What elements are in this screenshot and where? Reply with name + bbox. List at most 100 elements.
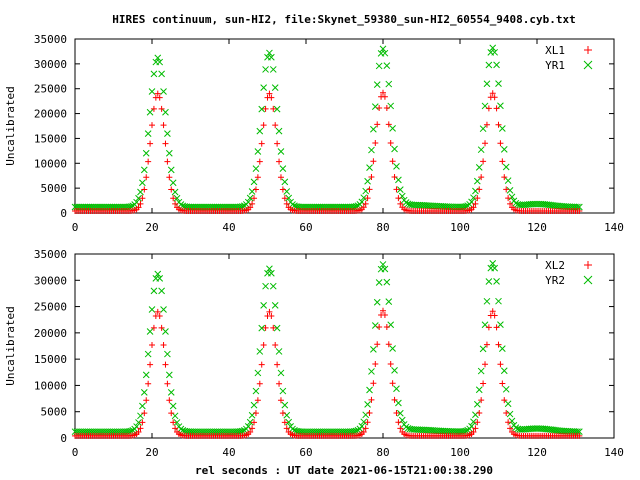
data-point	[479, 345, 487, 353]
data-point	[372, 140, 379, 147]
data-point	[139, 195, 146, 202]
data-point	[279, 186, 286, 193]
data-point	[267, 53, 275, 61]
y-tick-label: 15000	[34, 132, 67, 145]
data-point	[277, 397, 284, 404]
data-point	[371, 322, 379, 329]
data-point	[256, 380, 263, 387]
data-point	[391, 396, 398, 403]
data-point	[379, 261, 387, 268]
legend-label: YR2	[545, 274, 565, 287]
data-point	[168, 410, 175, 417]
y-tick-label: 20000	[34, 327, 67, 340]
data-point	[387, 140, 394, 147]
data-point	[276, 158, 283, 165]
data-point	[397, 425, 404, 432]
data-point	[491, 312, 498, 319]
data-point	[374, 121, 381, 128]
data-point	[503, 186, 510, 193]
data-point	[147, 140, 154, 147]
data-point	[172, 200, 179, 207]
data-point	[495, 121, 502, 128]
data-point	[256, 127, 264, 135]
y-tick-label: 5000	[41, 182, 68, 195]
data-point	[144, 350, 152, 358]
data-point	[277, 369, 285, 377]
data-point	[500, 367, 508, 375]
data-point	[273, 324, 281, 332]
x-tick-label: 120	[527, 221, 547, 234]
data-point	[389, 345, 396, 352]
data-point	[144, 130, 152, 137]
data-point	[493, 278, 500, 285]
data-point	[508, 417, 516, 425]
data-point	[393, 163, 400, 170]
data-point	[483, 341, 490, 348]
data-point	[156, 94, 163, 101]
data-point	[164, 130, 171, 137]
data-point	[256, 158, 263, 165]
legend-label: XL1	[545, 44, 565, 57]
data-point	[164, 158, 171, 165]
data-point	[254, 397, 261, 404]
data-point	[254, 148, 262, 155]
data-point	[489, 44, 497, 52]
data-point	[493, 324, 500, 331]
data-point	[167, 166, 175, 174]
data-point	[166, 397, 173, 404]
data-point	[393, 186, 400, 193]
data-point	[285, 418, 293, 426]
data-point	[480, 158, 487, 165]
data-point	[473, 400, 481, 408]
data-point	[498, 345, 506, 352]
data-point	[489, 308, 496, 315]
data-point	[364, 195, 371, 202]
data-point	[472, 187, 479, 195]
x-tick-label: 60	[299, 221, 312, 234]
data-point	[362, 425, 369, 432]
data-point	[262, 105, 269, 112]
data-point	[497, 321, 504, 328]
data-point	[364, 177, 371, 185]
data-point	[252, 410, 259, 417]
data-point	[493, 105, 500, 112]
data-point	[512, 199, 520, 207]
data-point	[260, 84, 268, 91]
data-point	[279, 387, 287, 395]
data-point	[277, 148, 285, 155]
data-point	[266, 308, 273, 315]
data-point	[156, 275, 164, 282]
data-point	[370, 125, 377, 133]
data-point	[383, 323, 390, 330]
legend-label: XL2	[545, 259, 565, 272]
x-tick-label: 60	[299, 446, 312, 459]
data-point	[477, 146, 485, 154]
data-point	[470, 428, 477, 435]
series-yr2	[71, 260, 583, 436]
data-point	[271, 302, 279, 309]
data-point	[143, 174, 150, 181]
data-point	[249, 200, 256, 207]
data-point	[160, 88, 167, 95]
data-point	[135, 194, 142, 202]
data-point	[166, 174, 173, 181]
y-axis-label: Uncalibrated	[4, 86, 17, 165]
data-point	[396, 186, 404, 193]
data-point	[140, 389, 148, 396]
data-point	[368, 146, 375, 154]
data-point	[247, 429, 254, 436]
data-point	[381, 312, 388, 319]
data-point	[273, 105, 281, 113]
data-point	[474, 419, 481, 426]
legend-marker	[584, 46, 592, 54]
data-point	[167, 389, 175, 396]
data-point	[162, 361, 169, 368]
data-point	[368, 368, 375, 375]
data-point	[170, 195, 177, 202]
data-point	[162, 328, 169, 335]
data-point	[173, 194, 181, 202]
data-point	[507, 200, 514, 207]
data-point	[137, 200, 144, 207]
data-point	[379, 45, 387, 53]
